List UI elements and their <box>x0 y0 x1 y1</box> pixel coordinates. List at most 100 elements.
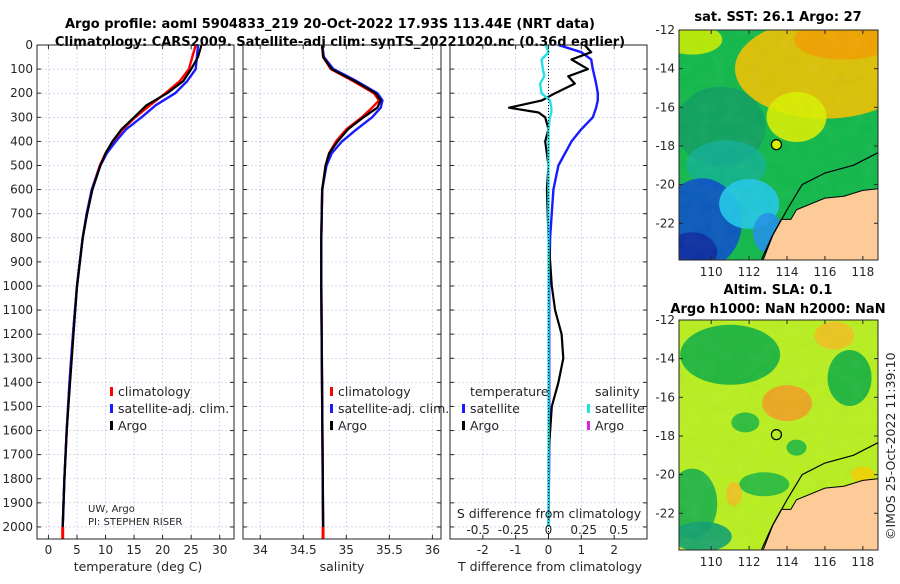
legend-label-s-argo: Argo <box>595 418 624 433</box>
series-line-argo <box>61 45 203 528</box>
y-tick-label: -20 <box>655 468 675 482</box>
y-tick-label: 1500 <box>2 399 33 413</box>
y-tick-label: 200 <box>10 86 33 100</box>
y-tick-label: -16 <box>655 100 675 114</box>
y-tick-label: 700 <box>10 207 33 221</box>
series-line-argo <box>320 45 382 528</box>
axes-frame <box>36 44 235 540</box>
legend-label-argo: Argo <box>338 418 367 433</box>
x-tick-label: 114 <box>776 555 799 569</box>
difference-panel: -2 -1 0 1 2 -0.5 -0.25 0 0.25 0.5 <box>449 44 648 557</box>
x-tick-label: 118 <box>851 555 874 569</box>
y-tick-label: -20 <box>655 178 675 192</box>
x-tick-label: 15 <box>126 543 141 557</box>
x2-tick-label: 0.25 <box>570 523 597 537</box>
sla-map-title: Altim. SLA: 0.1 <box>724 283 833 298</box>
series-group <box>61 45 203 539</box>
y-tick-label: -14 <box>655 62 675 76</box>
x-tick-label: 10 <box>98 543 113 557</box>
y-tick-label: 1200 <box>2 327 33 341</box>
x-tick-label: 110 <box>700 265 723 279</box>
x-tick-label: 1 <box>578 543 586 557</box>
legend-title-temperature: temperature <box>470 384 549 399</box>
legend-label-climatology: climatology <box>338 384 411 399</box>
legend-swatch-climatology <box>330 387 333 396</box>
y-tick-label: 1100 <box>2 303 33 317</box>
y-tick-label: -12 <box>655 23 675 37</box>
y-tick-label: -18 <box>655 139 675 153</box>
x-tick-label: 112 <box>738 555 761 569</box>
x-tick-label: 0 <box>45 543 53 557</box>
s-difference-xlabel: S difference from climatology <box>457 506 642 521</box>
y-tick-label: 1700 <box>2 448 33 462</box>
y-tick-label: 100 <box>10 62 33 76</box>
legend-label-t-argo: Argo <box>470 418 499 433</box>
x-tick-label: 36 <box>425 543 440 557</box>
legend-swatch-climatology <box>110 387 113 396</box>
x-tick-label: 116 <box>813 265 836 279</box>
y-tick-label: 1400 <box>2 375 33 389</box>
difference-legend-temperature: temperature satellite Argo <box>462 384 549 433</box>
x-tick-label: 30 <box>212 543 227 557</box>
y-tick-label: 1900 <box>2 496 33 510</box>
y-tick-label: 1000 <box>2 279 33 293</box>
series-group <box>320 45 384 539</box>
legend-label-climatology: climatology <box>118 384 191 399</box>
salinity-panel: 34 34.5 35 35.5 36 <box>242 44 442 557</box>
y-tick-label: -16 <box>655 390 675 404</box>
map-frame <box>678 319 879 551</box>
y-tick-label: -22 <box>655 506 675 520</box>
y-tick-label: 500 <box>10 158 33 172</box>
argo-float-marker <box>770 429 783 441</box>
x-tick-label: 118 <box>851 265 874 279</box>
temperature-legend: climatology satellite-adj. clim. Argo <box>110 384 229 433</box>
x-tick-label: 114 <box>776 265 799 279</box>
legend-label-argo: Argo <box>118 418 147 433</box>
y-tick-label: 800 <box>10 231 33 245</box>
legend-label-t-satellite: satellite <box>470 401 520 416</box>
difference-legend-salinity: salinity satellite Argo <box>587 384 645 433</box>
figure-title-line2: Climatology: CARS2009. Satellite-adj cli… <box>55 35 625 50</box>
y-tick-label: 300 <box>10 110 33 124</box>
y-tick-label: 0 <box>25 38 33 52</box>
x-tick-label: -2 <box>477 543 489 557</box>
map-frame <box>678 29 879 261</box>
sst-map-title: sat. SST: 26.1 Argo: 27 <box>694 10 861 25</box>
x-tick-label: 110 <box>700 555 723 569</box>
coastline <box>762 478 878 550</box>
y-tick-label: 1600 <box>2 424 33 438</box>
x2-tick-label: -0.25 <box>498 523 529 537</box>
legend-swatch-s-argo <box>587 421 590 430</box>
t-difference-xlabel: T difference from climatology <box>457 559 643 574</box>
map-field <box>679 320 878 550</box>
axes-frame <box>449 44 648 540</box>
credit-line2: PI: STEPHEN RISER <box>88 517 182 528</box>
coastline <box>762 188 878 260</box>
sla-map: 110 112 114 116 118 -12 -14 -16 -18 -20 -22 <box>655 313 879 569</box>
x-tick-label: 34 <box>253 543 268 557</box>
x2-tick-label: -0.5 <box>466 523 489 537</box>
axes-frame <box>242 44 442 540</box>
legend-swatch-t-argo <box>462 421 465 430</box>
legend-label-s-satellite: satellite <box>595 401 645 416</box>
legend-swatch-argo <box>330 421 333 430</box>
legend-swatch-satellite <box>330 404 333 413</box>
series-line-temperature-argo <box>508 45 593 527</box>
x-tick-label: 112 <box>738 265 761 279</box>
land <box>763 478 878 550</box>
land <box>763 188 878 260</box>
sst-map: 110 112 114 116 118 -12 -14 -16 -18 -20 -22 <box>655 23 879 279</box>
legend-label-satellite: satellite-adj. clim. <box>338 401 449 416</box>
x-tick-label: 35.5 <box>376 543 403 557</box>
argo-float-marker <box>770 139 783 151</box>
credit-line1: UW, Argo <box>88 504 135 515</box>
y-tick-label: -18 <box>655 429 675 443</box>
y-tick-label: 900 <box>10 255 33 269</box>
legend-swatch-t-satellite <box>462 404 465 413</box>
x2-tick-label: 0.5 <box>609 523 628 537</box>
legend-title-salinity: salinity <box>595 384 640 399</box>
y-tick-label: 2000 <box>2 520 33 534</box>
imos-timestamp: ©IMOS 25-Oct-2022 11:39:10 <box>883 352 898 540</box>
x-tick-label: 2 <box>610 543 618 557</box>
